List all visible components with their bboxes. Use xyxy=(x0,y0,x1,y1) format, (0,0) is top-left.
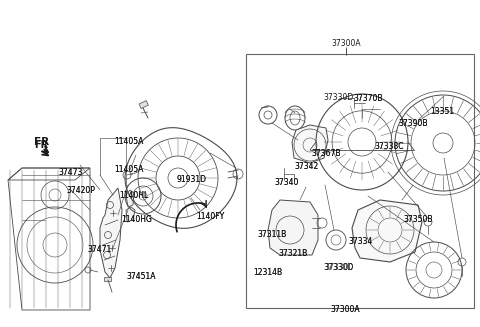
Text: 37334: 37334 xyxy=(349,237,373,247)
Text: 91931D: 91931D xyxy=(176,175,206,184)
Text: 37311B: 37311B xyxy=(257,230,286,239)
Bar xyxy=(104,277,111,281)
Text: 37330D: 37330D xyxy=(324,94,354,102)
Polygon shape xyxy=(268,200,318,255)
Text: 37311B: 37311B xyxy=(257,230,286,239)
Text: 11405A: 11405A xyxy=(114,137,144,146)
Text: 37300A: 37300A xyxy=(331,304,360,314)
Text: 13351: 13351 xyxy=(431,107,455,116)
Text: FR: FR xyxy=(34,137,49,147)
Text: 37471: 37471 xyxy=(88,245,112,254)
Text: 37321B: 37321B xyxy=(278,249,307,258)
Text: 1140FY: 1140FY xyxy=(196,212,224,221)
Text: 37338C: 37338C xyxy=(374,142,404,151)
Text: 37370B: 37370B xyxy=(354,94,384,103)
Text: 12314B: 12314B xyxy=(253,267,282,277)
Text: 37420P: 37420P xyxy=(66,186,95,195)
Text: 37473: 37473 xyxy=(59,168,83,177)
Text: 37420P: 37420P xyxy=(66,186,95,195)
Text: 37340: 37340 xyxy=(275,178,299,187)
Text: 37350B: 37350B xyxy=(404,215,433,224)
Text: 37300A: 37300A xyxy=(331,40,361,48)
Text: 373300: 373300 xyxy=(324,263,353,272)
Text: 1140FY: 1140FY xyxy=(196,212,224,221)
Text: 37390B: 37390B xyxy=(398,119,428,128)
Polygon shape xyxy=(292,125,328,163)
Text: 91931D: 91931D xyxy=(176,175,206,184)
Text: 11405A: 11405A xyxy=(114,165,144,174)
Text: 13351: 13351 xyxy=(431,107,455,116)
Text: 37390B: 37390B xyxy=(398,119,428,128)
Text: 37367B: 37367B xyxy=(312,148,341,158)
Text: 37334: 37334 xyxy=(349,237,373,247)
Text: 1140HL: 1140HL xyxy=(119,191,148,200)
Text: 37350B: 37350B xyxy=(404,215,433,224)
Text: 1140HG: 1140HG xyxy=(121,215,152,224)
Polygon shape xyxy=(100,188,122,278)
Text: 37451A: 37451A xyxy=(127,272,156,281)
Text: 37321B: 37321B xyxy=(278,249,307,258)
Bar xyxy=(139,101,148,109)
Text: 37342: 37342 xyxy=(294,162,318,171)
Text: 37471: 37471 xyxy=(88,245,112,254)
Text: 37342: 37342 xyxy=(294,162,318,171)
Text: 37340: 37340 xyxy=(275,178,299,187)
Polygon shape xyxy=(126,190,134,207)
Text: 37300A: 37300A xyxy=(331,304,360,314)
Text: 11405A: 11405A xyxy=(114,137,144,146)
Text: 1140HL: 1140HL xyxy=(119,191,148,200)
Text: 37338C: 37338C xyxy=(374,142,404,151)
Polygon shape xyxy=(352,200,422,262)
Text: 37451A: 37451A xyxy=(127,272,156,281)
Text: FR: FR xyxy=(34,140,48,150)
Text: 12314B: 12314B xyxy=(253,267,282,277)
Polygon shape xyxy=(126,207,135,222)
Text: 37330D: 37330D xyxy=(324,263,354,272)
Text: 11405A: 11405A xyxy=(114,165,144,174)
Text: 37473: 37473 xyxy=(59,168,83,177)
Bar xyxy=(246,54,474,308)
Text: 37370B: 37370B xyxy=(354,94,384,103)
Text: 1140HG: 1140HG xyxy=(121,215,152,224)
Text: 37367B: 37367B xyxy=(312,148,341,158)
